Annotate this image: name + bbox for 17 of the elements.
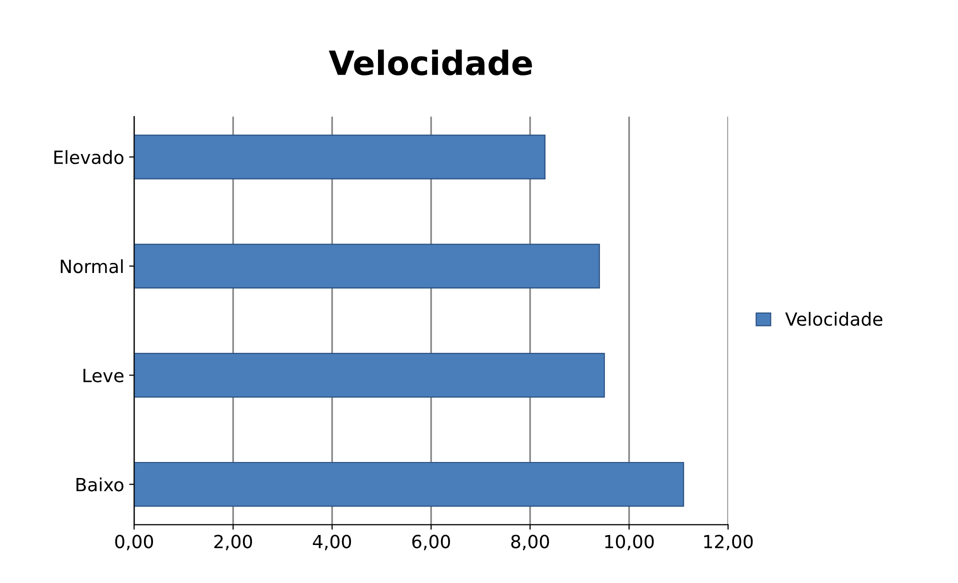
x-tick-label: 4,00: [312, 534, 352, 550]
y-tick-label: Baixo: [76, 477, 124, 492]
y-tick-label: Leve: [84, 368, 124, 382]
x-tick-label: 0,00: [115, 534, 154, 550]
legend-label: Velocidade: [785, 312, 882, 326]
chart-title: Velocidade: [328, 50, 532, 76]
bar: [134, 134, 546, 180]
y-tick-label: Normal: [60, 259, 123, 274]
y-tick-label: Elevado: [54, 150, 124, 164]
bar: [134, 352, 605, 398]
x-tick-label: 2,00: [214, 534, 252, 550]
x-tick-label: 8,00: [511, 534, 549, 550]
x-tick-label: 12,00: [704, 534, 753, 550]
x-tick-label: 10,00: [605, 534, 654, 550]
bar: [134, 244, 600, 288]
bar: [134, 462, 684, 507]
x-tick-label: 6,00: [412, 534, 450, 550]
